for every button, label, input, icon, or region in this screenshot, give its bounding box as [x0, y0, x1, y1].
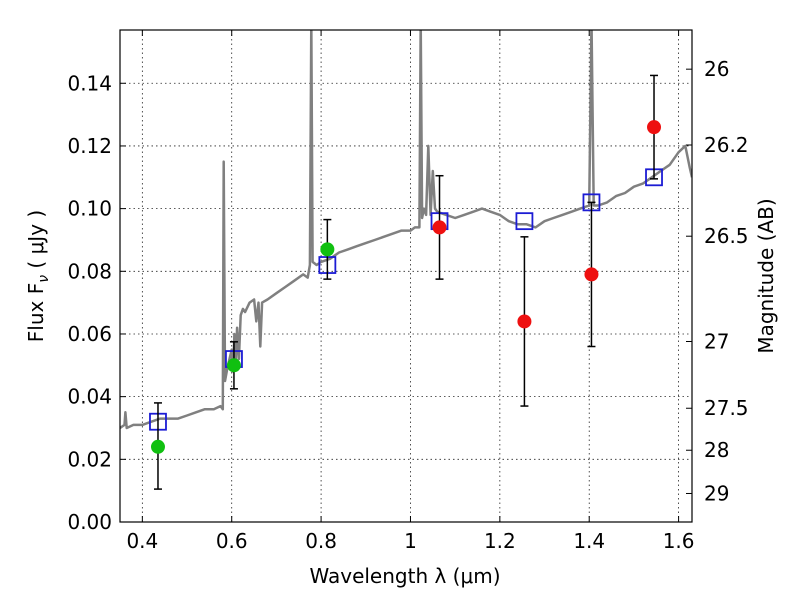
y2-tick-label: 26.5 [704, 224, 749, 248]
observed_upper-marker [584, 267, 599, 282]
observed_upper-marker [432, 220, 447, 235]
plot-frame [119, 29, 693, 523]
y2-tick-label: 27 [704, 329, 729, 353]
y-tick-label: 0.02 [67, 447, 112, 471]
y-axis-label-sub: ν [36, 275, 52, 283]
observed_upper-marker [647, 120, 662, 135]
y-axis-label-main: Flux F [24, 283, 48, 342]
y-tick-label: 0.14 [67, 71, 112, 95]
y-tick-label: 0.10 [67, 197, 112, 221]
y-tick-label: 0.04 [67, 385, 112, 409]
y2-tick-label: 28 [704, 438, 729, 462]
observed_upper-marker [517, 314, 532, 329]
y-tick-label: 0.08 [67, 259, 112, 283]
x-tick-label: 0.6 [216, 529, 248, 553]
y2-tick-label: 26 [704, 57, 729, 81]
y-axis-label: Flux Fν ( μJy ) [24, 210, 52, 342]
frame-layer [119, 29, 693, 523]
y-tick-label: 0.12 [67, 134, 112, 158]
y-tick-label: 0.06 [67, 322, 112, 346]
x-tick-label: 1.2 [484, 529, 516, 553]
grid-layer [120, 30, 692, 523]
observed_detections-marker [150, 439, 165, 454]
series-layer [120, 30, 692, 490]
y-tick-label: 0.00 [67, 510, 112, 534]
x-tick-label: 1 [404, 529, 417, 553]
x-tick-label: 1.6 [663, 529, 695, 553]
observed_detections-marker [320, 242, 335, 257]
y2-tick-label: 26.2 [704, 133, 749, 157]
x-axis-label: Wavelength λ (μm) [309, 564, 500, 588]
x-tick-label: 0.8 [305, 529, 337, 553]
ticks-layer: 0.4 0.6 0.8 1 1.2 1.4 1.6 0.00 0.02 0.04 0.06 0.08 0… [67, 30, 749, 553]
x-tick-label: 1.4 [573, 529, 605, 553]
x-tick-label: 0.4 [126, 529, 158, 553]
spectrum-line [120, 30, 692, 430]
model-square-marker [515, 212, 534, 231]
y-axis-label-unit: ( μJy ) [24, 210, 48, 275]
y2-tick-label: 29 [704, 481, 729, 505]
y2-axis-label: Magnitude (AB) [754, 198, 778, 353]
y2-tick-label: 27.5 [704, 396, 749, 420]
observed_detections-marker [226, 358, 241, 373]
